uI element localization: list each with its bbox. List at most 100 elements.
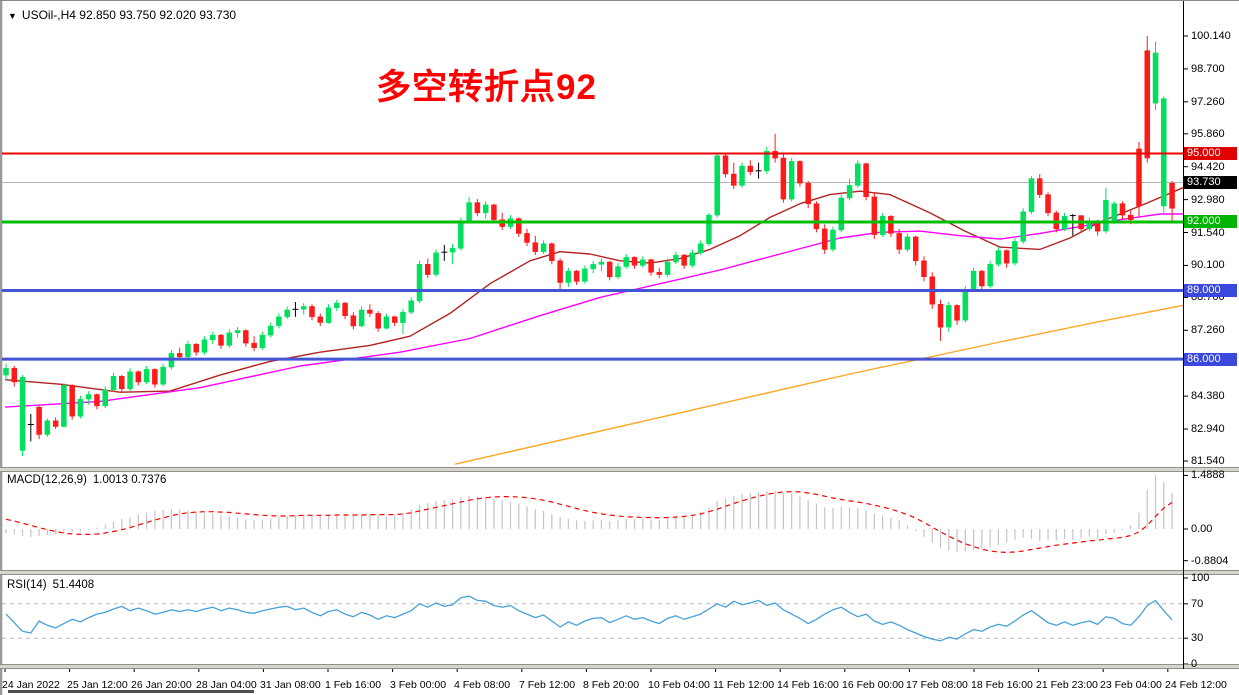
rsi-panel-label: RSI(14) 51.4408 [7, 579, 94, 591]
candle [1103, 187, 1109, 234]
candle [912, 235, 919, 266]
candle [1078, 215, 1084, 233]
symbol-timeframe-label: USOil-,H4 [21, 8, 76, 22]
candle [152, 368, 158, 388]
candle [664, 258, 671, 277]
candle [764, 146, 770, 174]
time-tick-label: 21 Feb 23:00 [1036, 679, 1098, 691]
candle [127, 368, 133, 392]
candle [739, 162, 745, 188]
candle [85, 391, 92, 405]
price-axis-divider [1183, 1, 1184, 669]
candle [987, 260, 993, 289]
candle [871, 192, 878, 240]
candle [210, 331, 216, 345]
candle [193, 343, 199, 356]
price-level-badge: 89.000 [1184, 284, 1237, 297]
candle [102, 386, 108, 409]
time-tick-label: 18 Feb 16:00 [971, 679, 1033, 691]
ma-magenta-line [4, 213, 1183, 408]
candle [367, 304, 373, 317]
candle [491, 203, 497, 224]
candle [879, 212, 886, 237]
candle [540, 240, 547, 254]
macd-panel [5, 475, 1173, 554]
symbol-dropdown-icon[interactable]: ▼ [8, 11, 17, 21]
candle [830, 226, 836, 252]
price-tick-label: 98.700 [1191, 63, 1225, 75]
separator-macd-rsi[interactable] [0, 570, 1239, 575]
candle [747, 160, 754, 176]
candle [36, 405, 42, 440]
candle [135, 370, 142, 386]
candle [673, 251, 679, 265]
candle [921, 256, 927, 282]
candle [697, 240, 704, 256]
time-tick-label: 17 Feb 08:00 [906, 679, 968, 691]
candle [689, 249, 696, 268]
rsi-indicator-label: RSI(14) [7, 579, 47, 591]
candle [342, 302, 348, 320]
candle [623, 254, 629, 269]
candle [61, 383, 67, 428]
candle [482, 201, 489, 219]
separator-rsi-time[interactable] [0, 664, 1239, 669]
h-scrollbar-thumb[interactable] [8, 690, 254, 693]
candle [251, 336, 257, 352]
doji-candle [27, 413, 34, 442]
doji-candle [1069, 214, 1076, 236]
price-tick-label: 82.940 [1191, 423, 1225, 435]
candle [143, 366, 150, 385]
candle [110, 372, 117, 393]
candle [788, 158, 795, 202]
candle [904, 233, 911, 252]
candle [408, 297, 414, 315]
candle [300, 303, 307, 315]
candle [855, 160, 861, 188]
candle [515, 217, 522, 237]
candle [606, 260, 613, 281]
macd-signal-line [5, 490, 1173, 554]
macd-tick-label: 1.4888 [1191, 469, 1225, 481]
candle [722, 153, 729, 178]
annotation-text: 多空转折点92 [376, 68, 597, 107]
candle [267, 322, 274, 338]
doji-candle [755, 162, 762, 179]
candle [979, 270, 985, 291]
rsi-tick-label: 100 [1191, 572, 1210, 584]
candle [391, 315, 398, 326]
candle [160, 363, 166, 387]
candle [325, 304, 332, 324]
candle [218, 334, 224, 349]
candle [19, 375, 26, 456]
axis-ticks [4, 35, 1188, 672]
candle [433, 249, 439, 277]
candle [970, 267, 977, 292]
separator-main-macd[interactable] [0, 467, 1239, 472]
candle [714, 153, 720, 218]
candle [888, 215, 894, 237]
time-tick-label: 24 Jan 2022 [2, 679, 60, 691]
candle [1086, 217, 1093, 232]
time-tick-label: 25 Jan 12:00 [67, 679, 128, 691]
candle [358, 306, 365, 328]
candle [375, 311, 381, 332]
time-tick-label: 26 Jan 20:00 [131, 679, 192, 691]
window-left-border [0, 1, 3, 695]
candle [1020, 208, 1026, 244]
candle [706, 212, 712, 246]
time-tick-label: 4 Feb 08:00 [454, 679, 511, 691]
candle [656, 267, 663, 278]
macd-values: 1.0013 0.7376 [92, 474, 167, 486]
candle [52, 417, 59, 429]
candle [598, 258, 605, 272]
time-tick-label: 10 Feb 04:00 [648, 679, 710, 691]
candle [201, 336, 208, 355]
macd-tick-label: 0.00 [1191, 523, 1213, 535]
candle [805, 180, 811, 209]
candle [1003, 249, 1010, 268]
candle [863, 162, 869, 201]
candle [226, 329, 233, 348]
